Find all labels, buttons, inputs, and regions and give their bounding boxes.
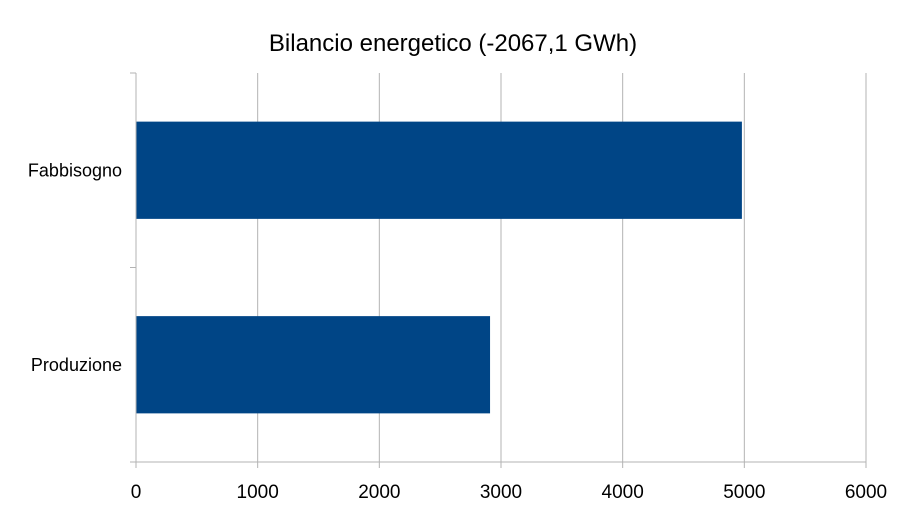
bar-fabbisogno	[136, 121, 742, 219]
x-tick-label-4000: 4000	[602, 482, 644, 503]
bars-layer	[136, 121, 742, 414]
category-label-fabbisogno: Fabbisogno	[28, 160, 122, 180]
category-label-produzione: Produzione	[31, 355, 122, 375]
chart-title: Bilancio energetico (-2067,1 GWh)	[269, 30, 637, 57]
x-tick-label-3000: 3000	[480, 482, 522, 503]
axis-layer	[130, 72, 867, 468]
x-tick-label-0: 0	[131, 482, 142, 503]
bar-produzione	[136, 316, 491, 414]
x-tick-label-2000: 2000	[358, 482, 400, 503]
x-tick-label-1000: 1000	[237, 482, 279, 503]
x-tick-label-5000: 5000	[723, 482, 765, 503]
labels-layer: 0 1000 2000 3000 4000 5000 6000 Fabbisogno Produ…	[28, 160, 887, 503]
x-tick-label-6000: 6000	[845, 482, 887, 503]
